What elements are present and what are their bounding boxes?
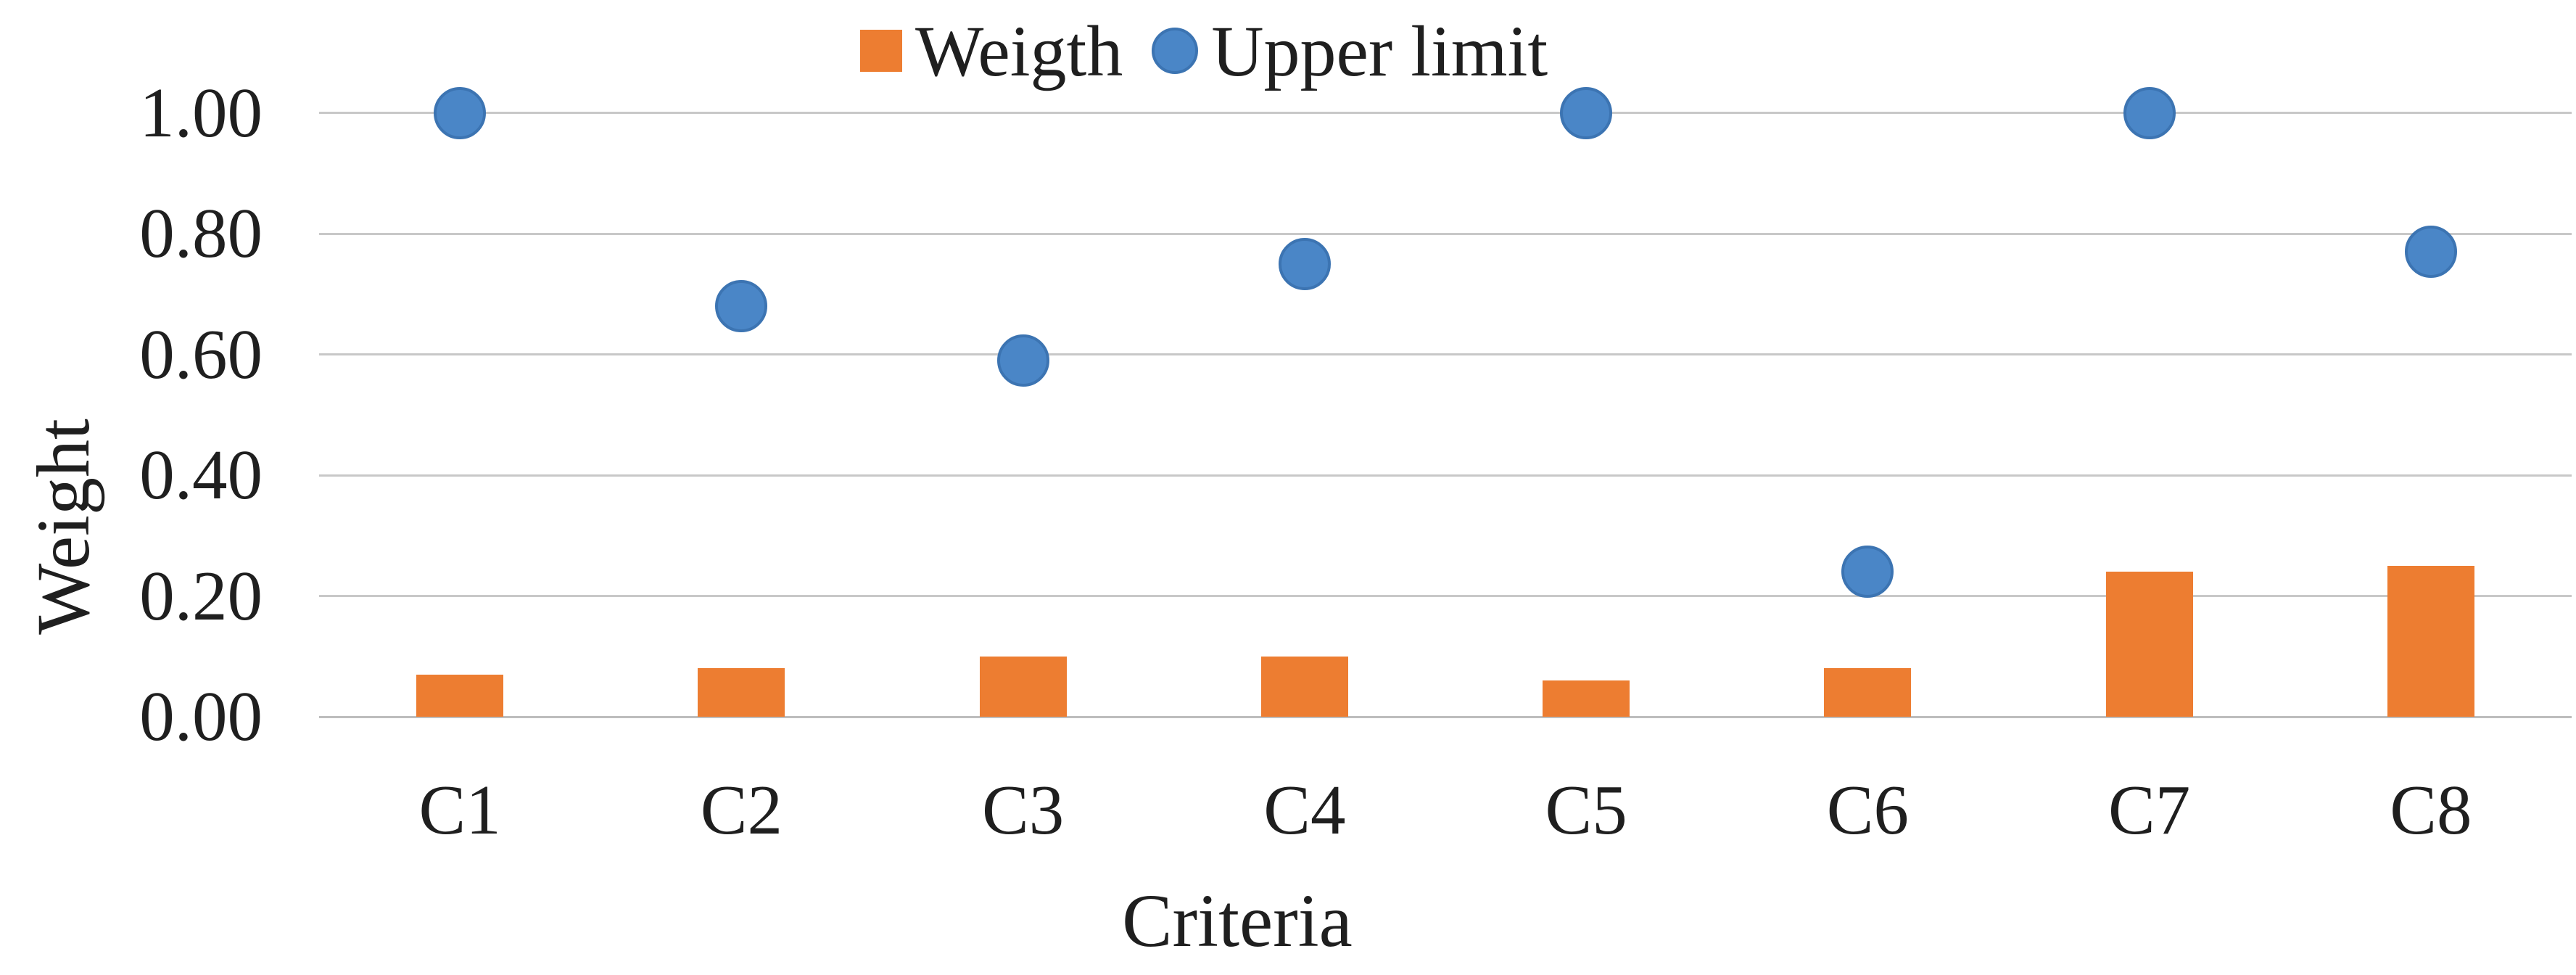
y-tick-label-0.60: 0.60	[139, 315, 263, 393]
gridline-1.00	[319, 112, 2572, 114]
bar-C1	[416, 674, 504, 717]
bar-C4	[1260, 656, 1348, 717]
point-C4	[1278, 237, 1331, 290]
gridline-0.40	[319, 474, 2572, 477]
chart-legend: Weigth Upper limit	[860, 6, 1548, 96]
gridline-0.80	[319, 232, 2572, 235]
x-tick-label-C7: C7	[2108, 771, 2191, 849]
y-tick-label-0.40: 0.40	[139, 436, 263, 514]
point-C1	[434, 86, 487, 139]
y-tick-label-0.80: 0.80	[139, 194, 263, 272]
gridline-0.60	[319, 353, 2572, 355]
x-tick-label-C5: C5	[1545, 771, 1627, 849]
point-C7	[2123, 86, 2176, 139]
point-C8	[2404, 225, 2457, 278]
legend-item-upper-limit: Upper limit	[1152, 9, 1548, 93]
y-tick-label-0.00: 0.00	[139, 678, 263, 755]
y-tick-label-0.20: 0.20	[139, 556, 263, 635]
x-tick-label-C6: C6	[1826, 771, 1909, 849]
point-C6	[1841, 546, 1894, 598]
point-C5	[1560, 86, 1613, 139]
legend-label-weigth: Weigth	[915, 10, 1123, 91]
bar-C7	[2105, 572, 2193, 717]
point-C3	[996, 334, 1049, 387]
gridline-0.20	[319, 595, 2572, 597]
legend-circle-swatch-icon	[1152, 28, 1199, 74]
bar-C2	[698, 668, 785, 717]
legend-item-weigth: Weigth	[860, 9, 1123, 93]
legend-square-swatch-icon	[860, 30, 902, 72]
x-tick-label-C4: C4	[1263, 771, 1346, 849]
y-axis-title: Weight	[22, 419, 105, 635]
x-axis-title: Criteria	[1122, 879, 1353, 963]
y-tick-label-1.00: 1.00	[139, 73, 263, 152]
gridline-0.00	[319, 715, 2572, 718]
bar-C5	[1543, 680, 1630, 717]
legend-label-upper-limit: Upper limit	[1211, 10, 1548, 91]
x-tick-label-C2: C2	[700, 771, 783, 849]
x-tick-label-C3: C3	[982, 771, 1065, 849]
bar-C8	[2387, 565, 2474, 717]
bar-C3	[979, 656, 1067, 717]
x-tick-label-C1: C1	[418, 771, 501, 849]
point-C2	[715, 279, 768, 332]
bar-C6	[1824, 668, 1912, 717]
x-tick-label-C8: C8	[2390, 771, 2472, 849]
